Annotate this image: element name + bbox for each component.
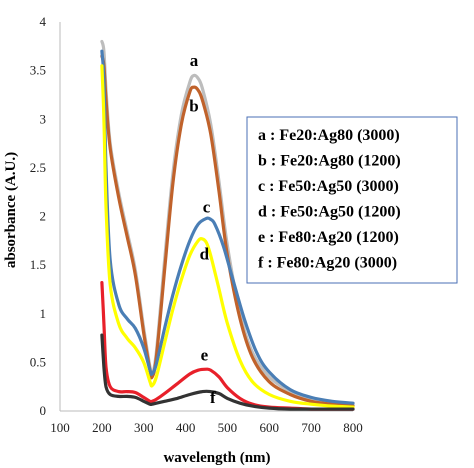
curve-label-e: e [201,345,209,364]
x-tick-label: 200 [92,420,112,435]
y-axis-title: absorbance (A.U.) [3,152,19,268]
curve-label-f: f [210,388,216,407]
series-line-b [100,54,355,408]
curve-label-c: c [203,198,211,217]
axes [59,22,353,412]
curve-label-b: b [189,96,198,115]
y-tick-labels: 0 0.5 1 1.5 2 2.5 3 3.5 4 [30,14,47,418]
x-tick-label: 500 [218,420,238,435]
legend-entry-e: e : Fe80:Ag20 (1200) [258,229,399,246]
curve-label-a: a [190,51,199,70]
y-tick-label: 1.5 [30,257,46,272]
x-tick-label: 800 [343,420,363,435]
spectra-curves [100,39,355,411]
legend-box [246,116,458,284]
x-tick-label: 400 [176,420,196,435]
y-tick-label: 3.5 [30,63,46,78]
legend-entry-d: d : Fe50:Ag50 (1200) [258,204,401,221]
y-tick-label: 3 [40,111,47,126]
x-tick-label: 600 [260,420,280,435]
x-tick-label: 300 [134,420,154,435]
x-tick-labels: 100 200 300 400 500 600 700 800 [50,420,363,435]
y-tick-label: 1 [40,306,47,321]
series-line-f [100,333,355,411]
y-tick-label: 2.5 [30,160,46,175]
y-tick-label: 4 [40,14,47,29]
legend-entry-f: f : Fe80:Ag20 (3000) [258,255,397,272]
series-line-d [100,64,355,409]
x-tick-label: 100 [50,420,70,435]
y-tick-label: 0.5 [30,354,46,369]
x-axis-title: wavelength (nm) [163,450,270,466]
x-tick-label: 700 [301,420,321,435]
series-line-c [100,49,355,405]
legend-entry-b: b : Fe20:Ag80 (1200) [258,153,401,170]
curve-labels: a b c d e f [189,51,216,407]
curve-label-d: d [200,244,210,263]
legend-entry-a: a : Fe20:Ag80 (3000) [258,127,400,144]
legend-entry-c: c : Fe50:Ag50 (3000) [258,178,399,195]
y-tick-label: 0 [40,403,47,418]
legend: a : Fe20:Ag80 (3000) b : Fe20:Ag80 (1200)… [246,116,458,284]
y-tick-label: 2 [40,209,47,224]
